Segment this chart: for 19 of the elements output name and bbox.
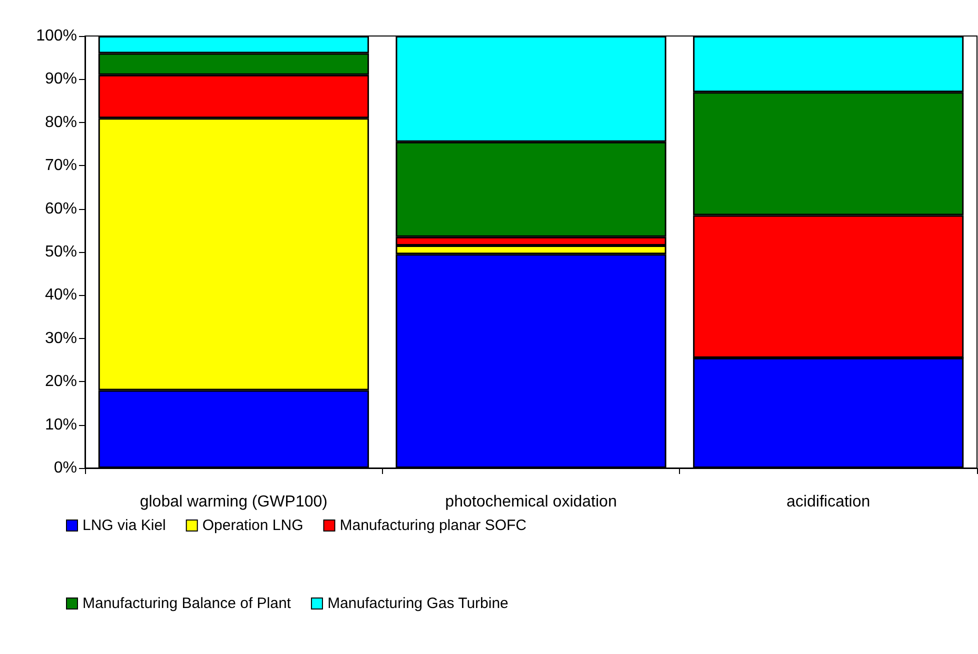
x-tick-label: global warming (GWP100) [140, 494, 328, 510]
x-tick-label: photochemical oxidation [445, 494, 617, 510]
y-tick-label: 70% [44, 157, 77, 174]
y-tick-label: 90% [44, 70, 77, 88]
y-tick-label: 80% [44, 114, 77, 131]
legend-label: Manufacturing Balance of Plant [82, 595, 292, 612]
legend-label: Manufacturing Gas Turbine [327, 595, 508, 612]
y-tick-label: 60% [44, 200, 77, 218]
y-tick-label: 20% [44, 373, 77, 390]
x-tick-label: acidification [786, 494, 870, 510]
y-tick-label: 40% [44, 286, 77, 304]
y-tick-label: 100% [36, 28, 77, 44]
y-tick-label: 50% [44, 244, 77, 260]
legend-label: Manufacturing planar SOFC [340, 517, 527, 534]
legend-label: LNG via Kiel [82, 517, 166, 534]
y-tick-label: 0% [54, 460, 77, 476]
y-tick-label: 30% [44, 330, 77, 347]
legend-label: Operation LNG [202, 517, 304, 534]
y-tick-label: 10% [44, 416, 77, 434]
